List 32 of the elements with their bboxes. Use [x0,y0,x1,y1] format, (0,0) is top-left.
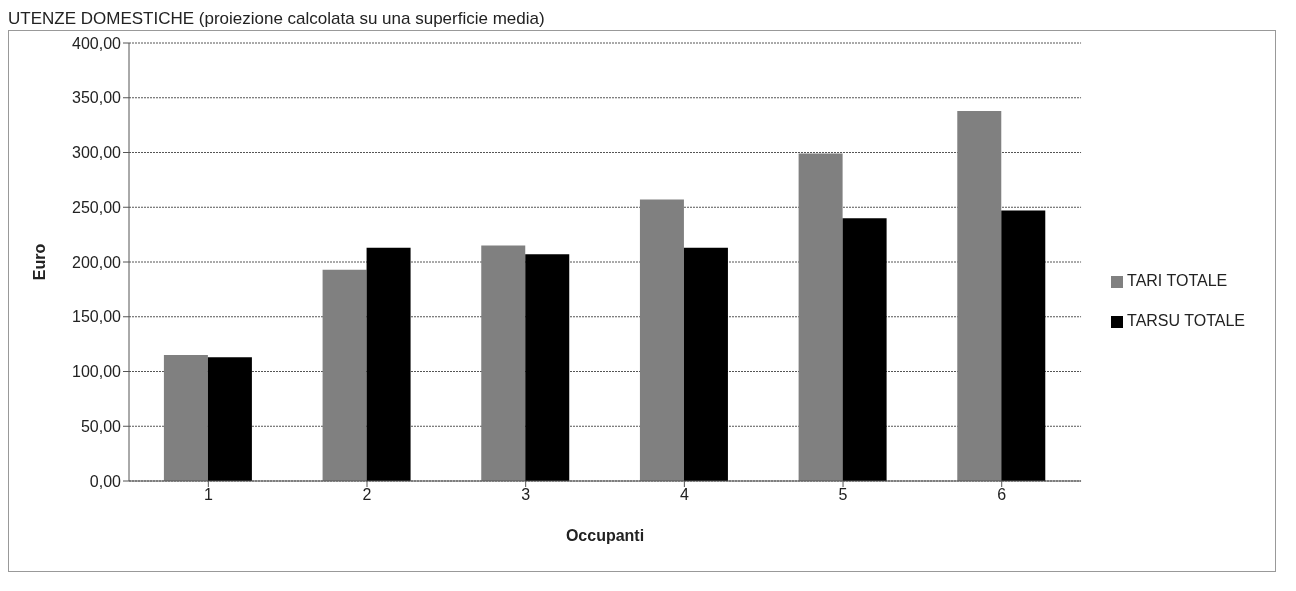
x-tick-label: 6 [997,486,1007,504]
y-tick-label: 50,00 [80,417,122,435]
bar [481,245,526,481]
x-tick-label: 5 [838,486,848,504]
chart-title: UTENZE DOMESTICHE (proiezione calcolata su una superficie media) [8,8,546,30]
bar [957,110,1002,481]
x-axis-title: Occupanti [565,527,645,544]
y-tick-label: 350,00 [72,89,122,107]
y-tick-label: 150,00 [72,308,122,326]
x-tick-label: 3 [521,486,531,504]
x-tick-label: 1 [203,486,213,504]
y-tick-label: 300,00 [72,144,122,162]
bar [798,153,843,481]
bar [322,269,367,481]
legend-label: TARI TOTALE [1127,272,1228,289]
legend-label: TARSU TOTALE [1127,312,1245,329]
bar [366,247,411,481]
x-tick-label: 4 [679,486,689,504]
y-tick-label: 100,00 [72,363,122,381]
y-tick-label: 250,00 [72,198,122,216]
y-axis-title: Euro [30,243,48,281]
bar [683,247,728,481]
bar [842,218,887,481]
bar [207,357,252,481]
y-tick-label: 400,00 [72,34,122,52]
x-tick-label: 2 [362,486,372,504]
y-tick-label: 200,00 [72,253,122,271]
y-tick-label: 0,00 [89,472,122,490]
bar [639,199,684,481]
bar [1001,210,1046,481]
bar [163,355,208,481]
bar [525,254,570,481]
